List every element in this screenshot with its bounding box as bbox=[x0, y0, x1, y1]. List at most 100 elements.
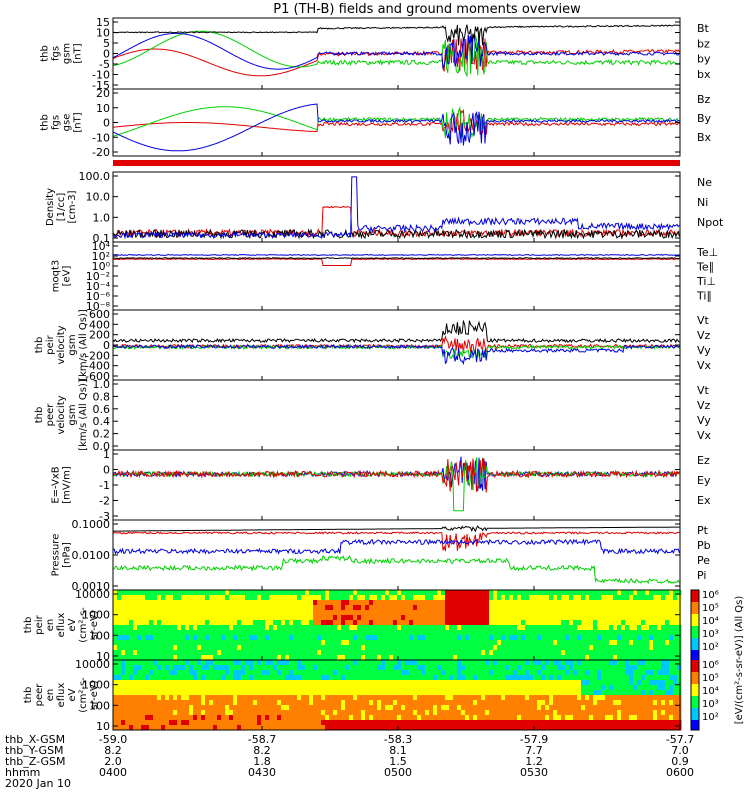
quality-flag-bar bbox=[113, 160, 680, 166]
colorbar-cell bbox=[691, 626, 699, 629]
colorbar-cell bbox=[691, 636, 699, 639]
xtick-ygsm: 8.2 bbox=[253, 744, 271, 757]
colorbar-cell bbox=[691, 666, 699, 669]
ytick-label: 0.0 bbox=[93, 440, 111, 453]
ylabel-line: [nPa] bbox=[62, 542, 73, 568]
ylabel-line: E=-VxB bbox=[51, 466, 62, 503]
colorbar-cell bbox=[691, 656, 699, 659]
colorbar-cell bbox=[691, 692, 699, 695]
ylabel-line: eflux bbox=[56, 683, 67, 708]
ylabel-fgs-gse: thb fgs gse [nT] bbox=[40, 112, 84, 132]
xtick-hhmm: 0530 bbox=[520, 766, 548, 779]
legend-bx: bx bbox=[697, 68, 711, 81]
ylabel-line: [mV/m] bbox=[62, 466, 73, 504]
xtick-hhmm: 0400 bbox=[99, 766, 127, 779]
ytick-label: 100.0 bbox=[79, 170, 111, 183]
colorbar-cell bbox=[691, 664, 699, 667]
ion-spectrogram bbox=[113, 590, 682, 661]
colorbar-tick: 10⁶ bbox=[702, 660, 719, 671]
ytick-label: 10 bbox=[96, 650, 110, 663]
series-bt bbox=[112, 24, 680, 46]
ylabel-line: (cm²-s- bbox=[78, 607, 89, 643]
ylabel-line: [eV] bbox=[62, 266, 73, 287]
ytick-label: 10² bbox=[92, 250, 110, 263]
ylabel-line: velocity bbox=[56, 395, 67, 434]
colorbar-cell bbox=[691, 702, 699, 705]
colorbar-cell bbox=[691, 598, 699, 601]
colorbar-cell bbox=[691, 660, 699, 663]
ytick-label: -5 bbox=[99, 58, 110, 71]
legend-Te∥: Te∥ bbox=[696, 261, 714, 274]
series-vt bbox=[112, 319, 680, 344]
ylabel-line: [nT] bbox=[73, 43, 84, 63]
colorbar-cell bbox=[691, 602, 699, 605]
ylabel-line: thb bbox=[40, 114, 51, 131]
colorbar-cell bbox=[691, 634, 699, 637]
ytick-label: 10⁻² bbox=[86, 270, 110, 283]
series-pb bbox=[112, 531, 680, 552]
colorbar-cell bbox=[691, 714, 699, 717]
series-vy bbox=[112, 344, 680, 360]
legend-Ti∥: Ti∥ bbox=[696, 290, 712, 303]
ylabel-line: [1/cc] bbox=[56, 193, 67, 222]
colorbar-frame bbox=[690, 589, 700, 731]
ytick-label: 0 bbox=[103, 464, 110, 477]
colorbar-cell bbox=[691, 684, 699, 687]
colorbar-tick: 10⁴ bbox=[702, 616, 719, 627]
ylabel-line: velocity bbox=[56, 325, 67, 364]
colorbar-cell bbox=[691, 612, 699, 615]
colorbar-cell bbox=[691, 624, 699, 627]
ylabel-line: peer bbox=[34, 683, 45, 707]
colorbar-cell bbox=[691, 686, 699, 689]
ylabel-line: peir bbox=[45, 334, 56, 354]
legend-Bt: Bt bbox=[697, 22, 710, 35]
colorbar-tick: 10² bbox=[702, 642, 719, 653]
colorbar-cell bbox=[691, 646, 699, 649]
series-ne bbox=[112, 205, 680, 238]
ytick-label: 0.0100 bbox=[72, 549, 111, 562]
ytick-label: 10⁻⁴ bbox=[86, 280, 111, 293]
series-gse-by bbox=[112, 106, 680, 139]
legend-Npot: Npot bbox=[697, 216, 724, 229]
ytick-label: -400 bbox=[85, 360, 110, 373]
ylabel-line: [km/s (All Qs)] bbox=[78, 379, 89, 451]
ytick-label: 10 bbox=[96, 102, 110, 115]
xtick-xgsm: -57.9 bbox=[520, 733, 548, 746]
ytick-label: 5 bbox=[103, 37, 110, 50]
series-ni bbox=[112, 228, 680, 240]
xtick-hhmm: 0430 bbox=[248, 766, 276, 779]
ytick-label: 0 bbox=[103, 117, 110, 130]
ylabel-line: fgs bbox=[51, 46, 62, 61]
colorbar-cell bbox=[691, 622, 699, 625]
colorbar-tick: 10³ bbox=[702, 629, 719, 640]
colorbar-cell bbox=[691, 648, 699, 651]
ylabel-elec-spec: thb peer en eflux eV (cm²-s-sr-eV) bbox=[23, 677, 100, 713]
series-bx bbox=[112, 32, 680, 70]
ytick-label: 20 bbox=[96, 87, 110, 100]
xtick-ygsm: 8.1 bbox=[389, 744, 407, 757]
colorbar-cell bbox=[691, 668, 699, 671]
ytick-label: 100 bbox=[89, 699, 110, 712]
ylabel-line: gsm bbox=[62, 43, 73, 64]
series-pe bbox=[112, 555, 680, 585]
colorbar-cell bbox=[691, 642, 699, 645]
ytick-label: 0.6 bbox=[93, 403, 111, 416]
series-ey bbox=[112, 457, 680, 512]
colorbar-cell bbox=[691, 670, 699, 673]
xtick-xgsm: -57.7 bbox=[666, 733, 694, 746]
legend-Te⊥: Te⊥ bbox=[696, 246, 718, 259]
colorbar-cell bbox=[691, 728, 699, 731]
ylabel-vel-ion: thb peir velocity gsm [km/s (All Qs)] bbox=[34, 309, 89, 381]
ylabel-line: thb bbox=[23, 687, 34, 704]
colorbar-label: [eV/(cm²-s-sr-eV)] (All Qs) bbox=[734, 596, 745, 725]
colorbar-cell bbox=[691, 706, 699, 709]
colorbar-tick: 10⁴ bbox=[702, 686, 719, 697]
ylabel-fgs-gsm: thb fgs gsm [nT] bbox=[40, 43, 84, 64]
legend-Ex: Ex bbox=[697, 494, 711, 507]
ytick-label: -200 bbox=[85, 349, 110, 362]
colorbar-cell bbox=[691, 698, 699, 701]
ylabel-line: peir bbox=[34, 614, 45, 634]
colorbar-cell bbox=[691, 652, 699, 655]
ylabel-density: Density [1/cc] [cm-3] bbox=[45, 188, 78, 226]
ytick-label: 10.0 bbox=[86, 191, 111, 204]
